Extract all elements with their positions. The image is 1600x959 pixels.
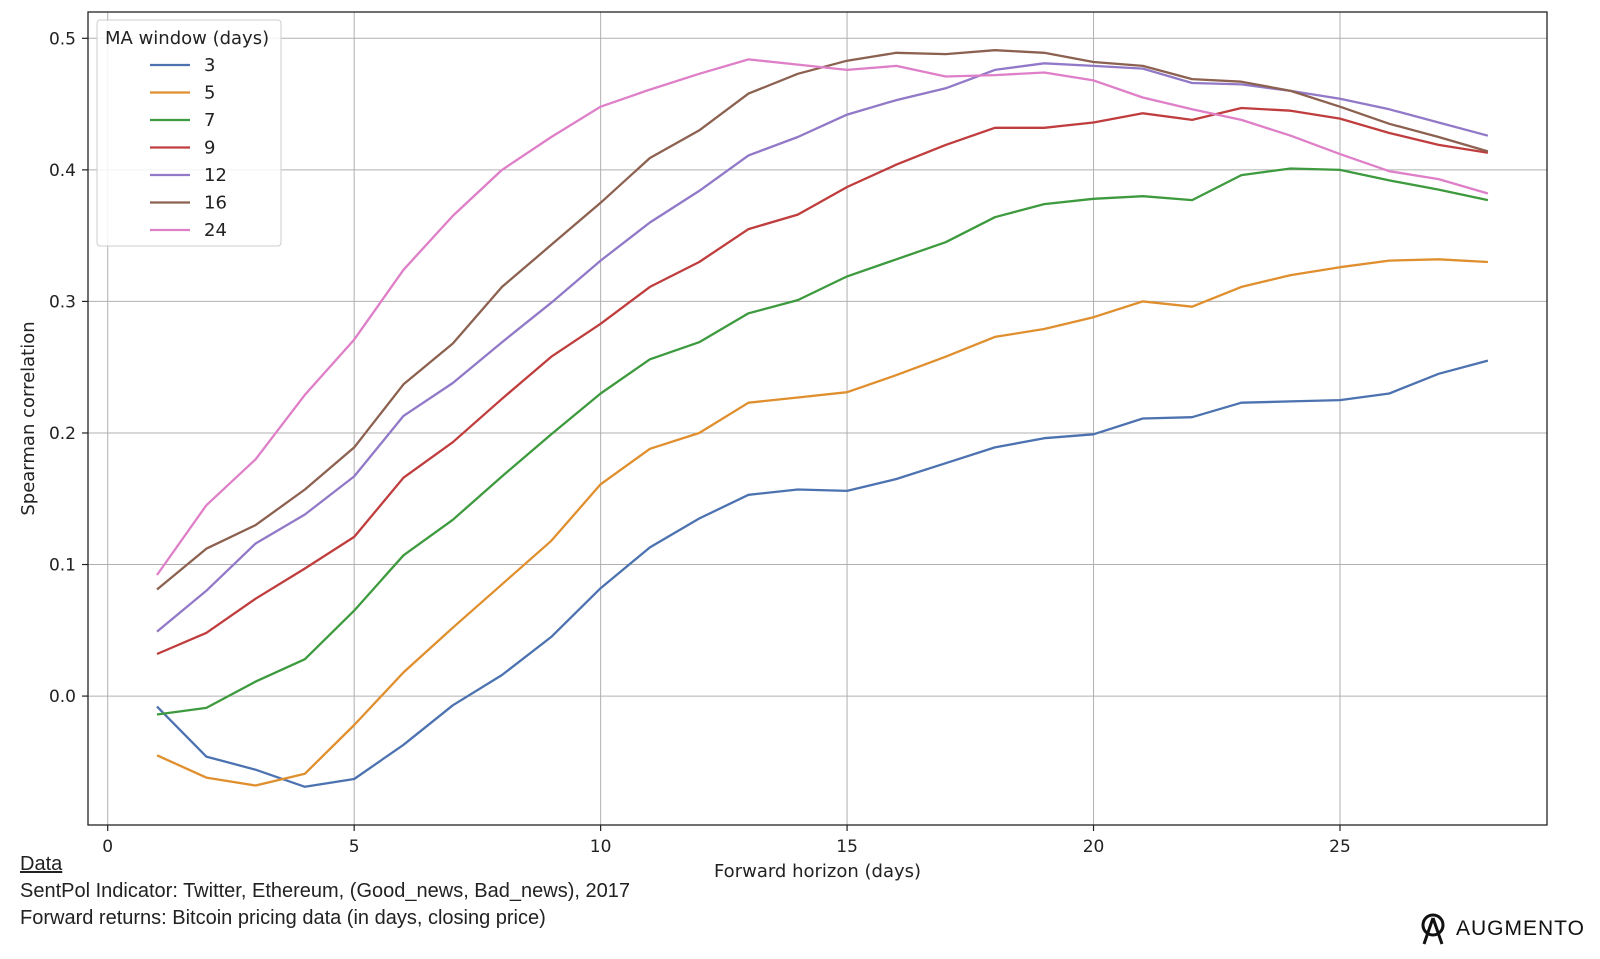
- series-line-16: [156, 49, 1489, 591]
- x-tick-label: 15: [836, 837, 858, 857]
- x-tick-label: 10: [590, 837, 612, 857]
- augmento-logo-icon: [1421, 913, 1445, 945]
- series-lines: [156, 49, 1489, 788]
- series-line-24: [156, 58, 1489, 576]
- legend: MA window (days) 3 5 7 9 12 16 24: [96, 19, 282, 247]
- footer-line-1: SentPol Indicator: Twitter, Ethereum, (G…: [20, 880, 630, 902]
- legend-label-7: 7: [204, 110, 215, 131]
- brand-logo: AUGMENTO: [1418, 912, 1585, 946]
- y-tick-label: 0.4: [49, 161, 76, 181]
- y-tick-label: 0.1: [49, 556, 76, 576]
- grid: [88, 12, 1547, 825]
- y-tick-label: 0.0: [49, 687, 76, 707]
- x-tick-label: 5: [349, 837, 360, 857]
- brand-name: AUGMENTO: [1456, 917, 1585, 940]
- legend-title: MA window (days): [105, 28, 269, 49]
- series-line-7: [156, 167, 1489, 716]
- legend-label-24: 24: [204, 220, 227, 241]
- footer-heading: Data: [20, 853, 63, 875]
- y-tick-label: 0.3: [49, 292, 76, 312]
- axes: [87, 11, 1548, 826]
- series-line-12: [156, 62, 1489, 633]
- tick-labels: 0 5 10 15 20 25 0.0 0.1 0.2 0.3 0.4 0.5: [49, 29, 1351, 857]
- x-tick-label: 0: [102, 837, 113, 857]
- y-tick-label: 0.2: [49, 424, 76, 444]
- legend-label-16: 16: [204, 193, 227, 214]
- footer: Data SentPol Indicator: Twitter, Ethereu…: [20, 851, 630, 932]
- footer-line-2: Forward returns: Bitcoin pricing data (i…: [20, 907, 546, 929]
- legend-box: [96, 19, 282, 247]
- y-axis-title: Spearman correlation: [18, 321, 39, 515]
- legend-label-9: 9: [204, 138, 215, 159]
- x-tick-label: 25: [1329, 837, 1351, 857]
- legend-label-3: 3: [204, 55, 215, 76]
- y-tick-label: 0.5: [49, 29, 76, 49]
- x-tick-label: 20: [1083, 837, 1105, 857]
- plot-frame: [87, 11, 1548, 826]
- legend-label-5: 5: [204, 83, 215, 104]
- legend-items: 3 5 7 9 12 16 24: [150, 55, 227, 241]
- series-line-9: [156, 106, 1489, 656]
- series-line-3: [156, 359, 1489, 788]
- series-line-5: [156, 258, 1488, 787]
- x-axis-title: Forward horizon (days): [714, 861, 921, 882]
- legend-label-12: 12: [204, 165, 227, 186]
